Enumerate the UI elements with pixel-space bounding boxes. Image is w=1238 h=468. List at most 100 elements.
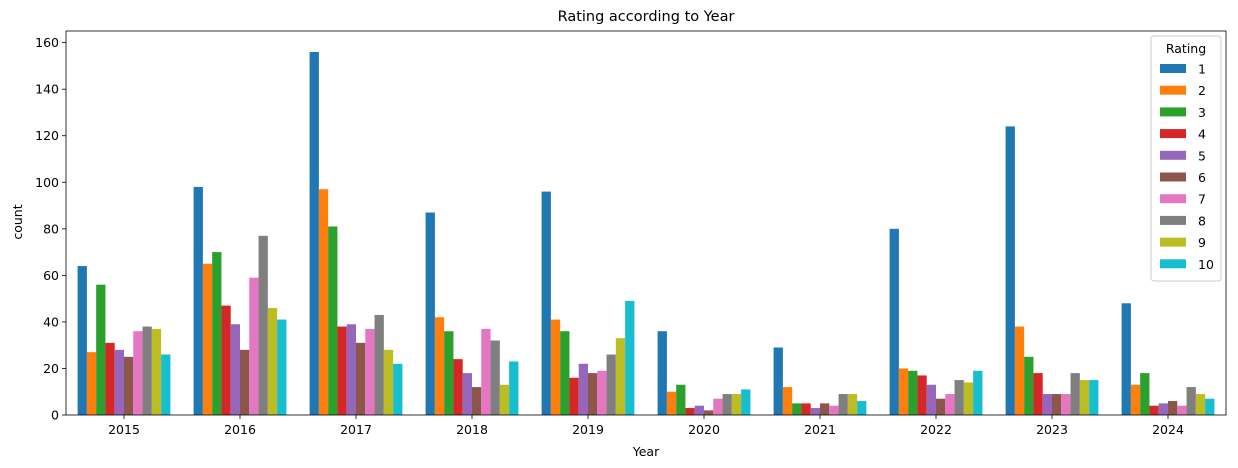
bar-2020-rating-7 xyxy=(713,398,723,415)
y-tick-label: 80 xyxy=(43,221,59,236)
y-tick-label: 40 xyxy=(43,314,59,329)
bar-2021-rating-6 xyxy=(820,403,830,415)
bar-2023-rating-9 xyxy=(1079,380,1090,415)
bar-2015-rating-7 xyxy=(133,331,143,415)
legend-swatch-1 xyxy=(1160,64,1186,73)
bar-2022-rating-3 xyxy=(908,370,918,415)
legend-label-10: 10 xyxy=(1198,257,1214,272)
bar-2023-rating-1 xyxy=(1005,126,1015,416)
bar-2023-rating-6 xyxy=(1052,394,1062,415)
bar-2024-rating-1 xyxy=(1121,303,1131,415)
bar-2020-rating-3 xyxy=(676,384,686,415)
bar-2022-rating-7 xyxy=(945,394,955,415)
bar-2016-rating-5 xyxy=(230,324,240,415)
bar-2019-rating-3 xyxy=(560,331,570,415)
legend-title: Rating xyxy=(1166,41,1206,56)
bar-2015-rating-5 xyxy=(114,349,124,415)
bar-2019-rating-7 xyxy=(597,370,607,415)
bar-2019-rating-10 xyxy=(625,300,635,415)
bar-2023-rating-2 xyxy=(1014,326,1025,415)
bar-2022-rating-4 xyxy=(917,375,927,415)
bar-2017-rating-2 xyxy=(318,189,329,415)
bar-2022-rating-6 xyxy=(936,398,946,415)
legend-label-8: 8 xyxy=(1198,213,1206,228)
bar-2021-rating-2 xyxy=(782,387,793,415)
legend-swatch-6 xyxy=(1160,172,1186,182)
bar-2017-rating-5 xyxy=(346,324,356,415)
bar-2021-rating-8 xyxy=(838,394,848,415)
bar-2021-rating-10 xyxy=(857,401,867,415)
legend-label-6: 6 xyxy=(1198,170,1206,185)
bar-2020-rating-4 xyxy=(685,408,695,415)
y-tick-label: 140 xyxy=(35,82,59,97)
bar-2020-rating-5 xyxy=(694,405,704,415)
x-axis-label: Year xyxy=(632,444,660,459)
bar-2016-rating-8 xyxy=(258,235,268,415)
bar-2019-rating-2 xyxy=(550,319,561,415)
bar-2020-rating-1 xyxy=(657,331,667,415)
bar-2022-rating-10 xyxy=(973,370,983,415)
bar-2017-rating-7 xyxy=(365,328,375,415)
legend-label-9: 9 xyxy=(1198,235,1206,250)
y-tick-label: 100 xyxy=(35,175,59,190)
bar-2017-rating-6 xyxy=(356,342,366,415)
x-tick-label: 2021 xyxy=(804,422,836,437)
bar-2016-rating-7 xyxy=(249,277,259,415)
bar-2017-rating-9 xyxy=(383,349,394,415)
y-tick-label: 20 xyxy=(43,361,59,376)
bar-2023-rating-3 xyxy=(1024,356,1034,415)
x-tick-label: 2018 xyxy=(456,422,488,437)
bar-2024-rating-10 xyxy=(1205,398,1215,415)
bar-2020-rating-10 xyxy=(741,389,751,415)
y-tick-label: 0 xyxy=(51,408,59,423)
bar-2018-rating-9 xyxy=(499,384,510,415)
legend-swatch-9 xyxy=(1160,237,1186,247)
bar-2024-rating-5 xyxy=(1158,403,1168,415)
bar-2020-rating-6 xyxy=(704,410,714,415)
bar-2021-rating-1 xyxy=(773,347,783,415)
legend-label-4: 4 xyxy=(1198,127,1206,142)
bar-2023-rating-7 xyxy=(1061,394,1071,415)
bar-2017-rating-8 xyxy=(374,314,384,415)
bar-2016-rating-10 xyxy=(277,319,287,415)
bar-2016-rating-4 xyxy=(221,305,231,415)
axes-layer: 0 20 40 60 80 100 120 140 160 2015 2016 2017 2018 201… xyxy=(35,30,1227,437)
bar-2023-rating-10 xyxy=(1089,380,1099,415)
legend-swatch-4 xyxy=(1160,129,1186,139)
bar-2018-rating-3 xyxy=(444,331,454,415)
bar-2018-rating-6 xyxy=(472,387,482,415)
chart-title: Rating according to Year xyxy=(558,9,735,25)
legend-label-1: 1 xyxy=(1198,62,1206,77)
bar-2016-rating-9 xyxy=(267,307,278,415)
bar-2015-rating-4 xyxy=(105,342,115,415)
bar-2022-rating-1 xyxy=(889,228,899,415)
bar-2017-rating-4 xyxy=(337,326,347,415)
legend-label-2: 2 xyxy=(1198,83,1206,98)
bar-2015-rating-10 xyxy=(161,354,171,415)
bar-2021-rating-5 xyxy=(810,408,820,415)
bar-2018-rating-4 xyxy=(453,359,463,415)
bar-2019-rating-5 xyxy=(578,363,588,415)
bar-2024-rating-6 xyxy=(1168,401,1178,415)
bar-2022-rating-2 xyxy=(898,368,909,415)
bar-2016-rating-3 xyxy=(212,252,222,415)
bar-2022-rating-8 xyxy=(954,380,964,415)
bar-2023-rating-5 xyxy=(1042,394,1052,415)
bar-2015-rating-9 xyxy=(151,328,162,415)
bar-2019-rating-4 xyxy=(569,377,579,415)
bar-2019-rating-1 xyxy=(541,191,551,415)
legend-swatch-10 xyxy=(1160,259,1186,269)
y-tick-label: 120 xyxy=(35,128,59,143)
bar-2018-rating-5 xyxy=(462,373,472,415)
bar-2021-rating-4 xyxy=(801,403,811,415)
x-tick-label: 2022 xyxy=(920,422,952,437)
legend-swatch-8 xyxy=(1160,215,1186,225)
bar-2017-rating-10 xyxy=(393,363,403,415)
bar-2021-rating-3 xyxy=(792,403,802,415)
legend: Rating 1 2 3 4 5 6 7 8 9 10 xyxy=(1150,35,1222,282)
bar-2015-rating-2 xyxy=(86,352,97,415)
x-tick-label: 2015 xyxy=(108,422,140,437)
bars-layer xyxy=(77,51,1215,416)
